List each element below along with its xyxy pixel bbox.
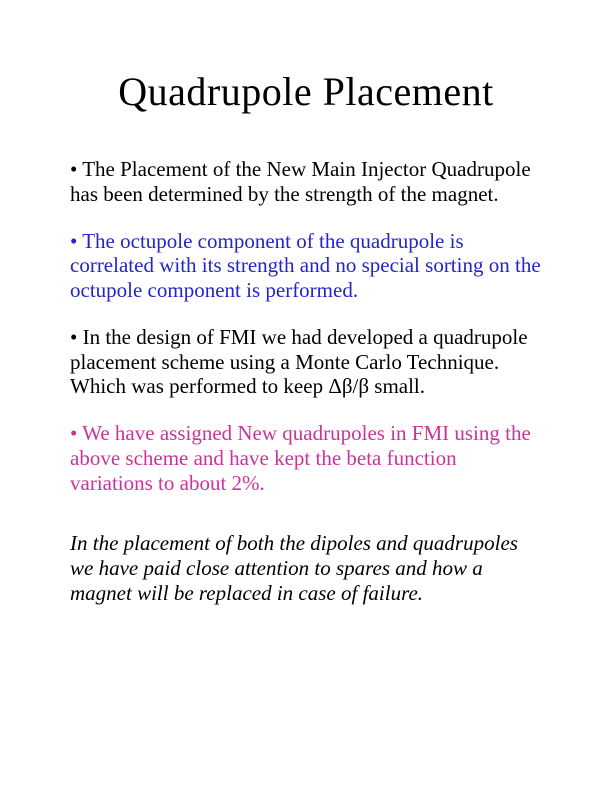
bullet-item: • We have assigned New quadrupoles in FM… — [70, 421, 542, 495]
bullet-item: • The Placement of the New Main Injector… — [70, 157, 542, 207]
closing-paragraph: In the placement of both the dipoles and… — [70, 531, 542, 605]
bullet-item: • In the design of FMI we had developed … — [70, 325, 542, 399]
page-title: Quadrupole Placement — [70, 68, 542, 115]
bullet-item: • The octupole component of the quadrupo… — [70, 229, 542, 303]
